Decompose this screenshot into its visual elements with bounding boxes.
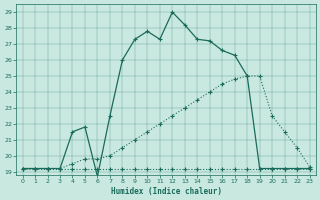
X-axis label: Humidex (Indice chaleur): Humidex (Indice chaleur): [111, 187, 221, 196]
